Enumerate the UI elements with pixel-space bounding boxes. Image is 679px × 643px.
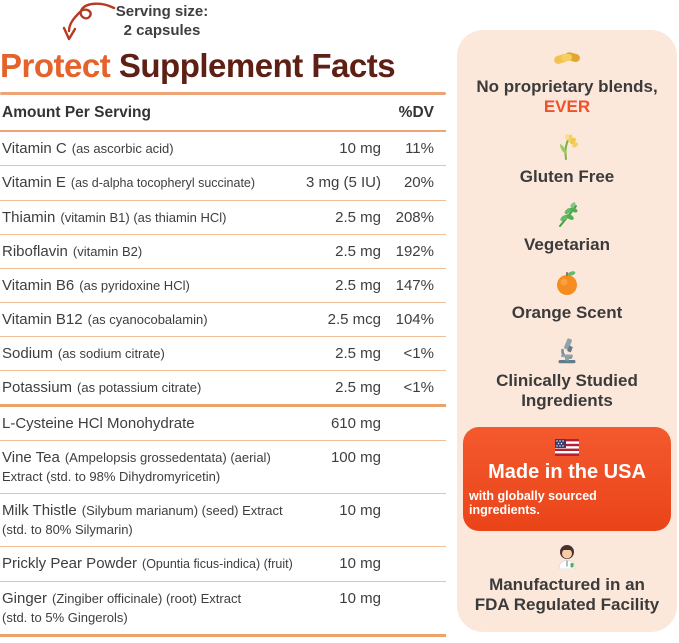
benefit-label: Gluten Free <box>519 167 615 186</box>
benefit-label: No proprietary blends, EVER <box>476 77 658 116</box>
row-dv: 20% <box>403 174 434 191</box>
usa-box-title: Made in the USA <box>488 461 646 483</box>
benefits-panel: No proprietary blends, EVER Gluten Free <box>457 30 677 632</box>
row-amount: 10 mg <box>339 502 381 519</box>
tangerine-icon <box>556 271 577 295</box>
benefit-label: Vegetarian <box>524 235 610 254</box>
table-row: L-Cysteine HCl Monohydrate 610 mg <box>0 407 446 441</box>
table-header: Amount Per Serving %DV <box>0 95 446 130</box>
serving-size-callout: Serving size: 2 capsules <box>0 0 446 44</box>
benefit-item-clinically-studied: Clinically Studied Ingredients <box>474 337 660 411</box>
table-row: Potassium (as potassium citrate) 2.5 mg <… <box>0 371 446 407</box>
row-name: Milk Thistle (Silybum marianum) (seed) Ex… <box>2 502 283 537</box>
row-amount: 2.5 mg <box>335 209 381 226</box>
row-dv: 192% <box>395 243 434 260</box>
herb-icon <box>559 202 578 227</box>
ever-accent: EVER <box>543 97 591 116</box>
table-row: Vitamin C (as ascorbic acid) 10 mg 11% <box>0 132 446 166</box>
row-name: Riboflavin (vitamin B2) <box>2 243 143 260</box>
table-row: Riboflavin (vitamin B2) 2.5 mg 192% <box>0 235 446 269</box>
woman-scientist-icon <box>558 545 576 569</box>
serving-size-note: Serving size: 2 capsules <box>110 2 214 40</box>
amount-per-serving-header: Amount Per Serving <box>2 104 151 121</box>
row-dv: 104% <box>395 311 434 328</box>
row-amount: 10 mg <box>339 555 381 572</box>
made-in-usa-box: Made in the USA with globally sourced in… <box>463 427 671 531</box>
table-row: Thiamin (vitamin B1) (as thiamin HCl) 2.5… <box>0 201 446 235</box>
row-dv: <1% <box>403 345 434 362</box>
benefit-label: Orange Scent <box>511 303 623 322</box>
other-ingredients: Other Ingredients: Hypromellose Capsule,… <box>0 637 446 643</box>
brand-name: Protect <box>0 47 111 84</box>
benefit-item-no-proprietary-blends: No proprietary blends, EVER <box>474 45 660 117</box>
row-amount: 2.5 mg <box>335 379 381 396</box>
row-name: Potassium (as potassium citrate) <box>2 379 202 396</box>
table-body: Vitamin C (as ascorbic acid) 10 mg 11% Vi… <box>0 132 446 637</box>
microscope-icon <box>558 338 576 364</box>
page-title: Protect Supplement Facts <box>0 47 446 85</box>
benefit-item-orange-scent: Orange Scent <box>511 269 623 323</box>
row-name: L-Cysteine HCl Monohydrate <box>2 415 195 432</box>
table-row: Vitamin B6 (as pyridoxine HCl) 2.5 mg 147… <box>0 269 446 303</box>
benefit-item-vegetarian: Vegetarian <box>524 201 610 255</box>
serving-size-line2: 2 capsules <box>123 22 201 39</box>
row-name: Vitamin B6 (as pyridoxine HCl) <box>2 277 190 294</box>
row-dv: 208% <box>395 209 434 226</box>
handshake-icon <box>554 52 580 64</box>
table-row: Vitamin E (as d-alpha tocopheryl succinat… <box>0 166 446 201</box>
header-divider <box>0 130 446 132</box>
table-row: Prickly Pear Powder (Opuntia ficus-indica… <box>0 547 446 582</box>
us-flag-icon <box>555 439 579 456</box>
benefit-label: Manufactured in an FDA Regulated Facilit… <box>474 575 660 614</box>
row-dv: 11% <box>405 140 434 157</box>
row-amount: 2.5 mcg <box>327 311 381 328</box>
dv-header: %DV <box>398 104 434 121</box>
table-row: Milk Thistle (Silybum marianum) (seed) Ex… <box>0 494 446 547</box>
row-name: Vitamin B12 (as cyanocobalamin) <box>2 311 208 328</box>
row-name: Ginger (Zingiber officinale) (root) Extra… <box>2 590 242 625</box>
row-amount: 3 mg (5 IU) <box>305 174 381 191</box>
row-dv: <1% <box>403 379 434 396</box>
table-row: Vine Tea (Ampelopsis grossedentata) (aeri… <box>0 441 446 494</box>
row-amount: 610 mg <box>330 415 381 432</box>
row-name: Sodium (as sodium citrate) <box>2 345 165 362</box>
row-amount: 10 mg <box>339 590 381 607</box>
usa-box-subtitle: with globally sourced ingredients. <box>469 489 597 517</box>
table-row: Sodium (as sodium citrate) 2.5 mg <1% <box>0 337 446 371</box>
row-name: Vine Tea (Ampelopsis grossedentata) (aeri… <box>2 449 271 484</box>
serving-size-line1: Serving size: <box>115 3 209 20</box>
facts-column: Serving size: 2 capsules Protect Supplem… <box>0 0 446 643</box>
row-dv: 147% <box>395 277 434 294</box>
serving-arrow-icon <box>62 2 116 41</box>
table-row: Ginger (Zingiber officinale) (root) Extra… <box>0 582 446 637</box>
row-amount: 100 mg <box>330 449 381 466</box>
row-name: Vitamin C (as ascorbic acid) <box>2 140 174 157</box>
row-amount: 2.5 mg <box>335 277 381 294</box>
benefit-label: Clinically Studied Ingredients <box>496 371 638 410</box>
benefit-item-fda-facility: Manufactured in an FDA Regulated Facilit… <box>474 543 660 615</box>
title-rest: Supplement Facts <box>110 47 396 84</box>
row-name: Thiamin (vitamin B1) (as thiamin HCl) <box>2 209 227 226</box>
row-name: Prickly Pear Powder (Opuntia ficus-indica… <box>2 555 293 572</box>
sheaf-of-rice-icon <box>560 133 578 160</box>
row-amount: 2.5 mg <box>335 243 381 260</box>
table-row: Vitamin B12 (as cyanocobalamin) 2.5 mcg 1… <box>0 303 446 337</box>
title-divider <box>0 92 446 95</box>
benefit-item-gluten-free: Gluten Free <box>520 133 614 187</box>
row-name: Vitamin E (as d-alpha tocopheryl succinat… <box>2 174 256 191</box>
row-amount: 10 mg <box>339 140 381 157</box>
row-amount: 2.5 mg <box>335 345 381 362</box>
